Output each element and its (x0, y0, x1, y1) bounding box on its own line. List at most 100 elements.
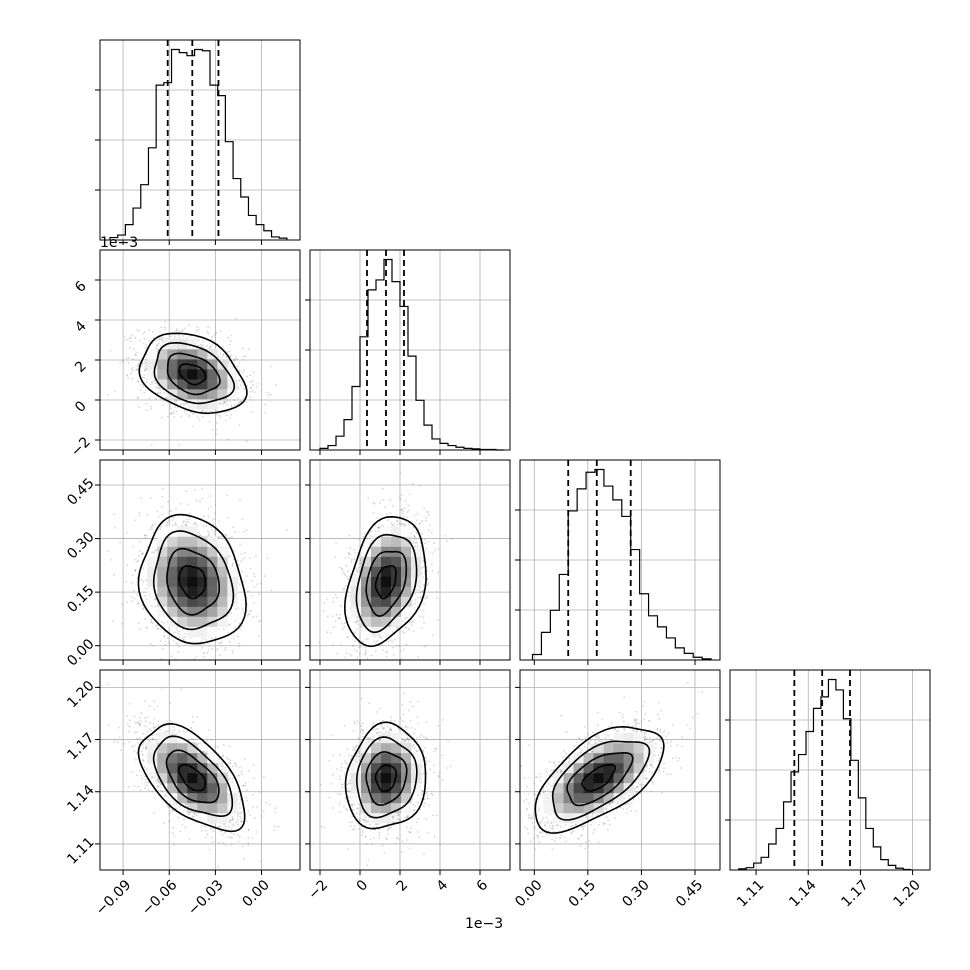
density-block (157, 606, 168, 617)
scatter-point (109, 349, 112, 352)
scatter-point (200, 640, 203, 643)
scatter-point (207, 332, 210, 335)
scatter-point (407, 504, 410, 507)
density-block (217, 596, 228, 607)
scatter-point (134, 569, 137, 572)
scatter-point (137, 602, 140, 605)
scatter-point (181, 328, 184, 331)
scatter-point (131, 574, 134, 577)
scatter-point (253, 586, 256, 588)
scatter-point (249, 396, 251, 399)
density-block (167, 556, 178, 567)
scatter-point (356, 656, 359, 659)
scatter-point (334, 620, 337, 623)
scatter-point (124, 336, 126, 338)
scatter-point (215, 332, 218, 334)
scatter-point (134, 337, 137, 340)
density-block (177, 369, 188, 380)
scatter-point (182, 628, 184, 631)
scatter-point (140, 364, 143, 367)
scatter-point (234, 627, 237, 629)
scatter-point (144, 347, 147, 349)
density-block (157, 359, 168, 370)
scatter-point (425, 519, 427, 522)
scatter-point (180, 403, 183, 405)
scatter-point (163, 630, 166, 633)
scatter-point (416, 512, 419, 515)
scatter-point (183, 520, 185, 523)
scatter-point (230, 413, 233, 416)
scatter-point (155, 347, 158, 349)
scatter-point (130, 372, 133, 375)
scatter-point (400, 509, 403, 511)
scatter-point (132, 545, 135, 548)
scatter-point (406, 516, 409, 519)
scatter-point (176, 399, 179, 401)
scatter-point (344, 656, 347, 659)
scatter-point (185, 413, 188, 415)
scatter-point (381, 644, 384, 646)
scatter-point (256, 383, 259, 385)
scatter-point (165, 525, 168, 528)
scatter-point (138, 514, 141, 517)
density-block (167, 369, 178, 380)
scatter-point (124, 339, 127, 341)
scatter-point (378, 527, 381, 530)
scatter-point (406, 511, 409, 514)
scatter-point (243, 388, 246, 390)
scatter-point (254, 575, 256, 578)
scatter-point (142, 552, 144, 555)
scatter-point (402, 524, 404, 527)
density-block (207, 536, 218, 547)
scatter-point (160, 620, 163, 623)
scatter-point (400, 509, 403, 512)
scatter-point (251, 579, 253, 582)
scatter-point (221, 403, 224, 405)
density-block (217, 556, 228, 567)
scatter-point (208, 421, 211, 423)
scatter-point (166, 522, 169, 525)
scatter-point (127, 361, 130, 364)
density-block (187, 526, 198, 537)
scatter-point (137, 554, 140, 557)
scatter-point (145, 368, 148, 371)
scatter-point (145, 343, 148, 346)
density-block (207, 399, 218, 410)
scatter-point (239, 543, 242, 546)
scatter-point (132, 367, 135, 369)
scatter-point (358, 653, 361, 655)
scatter-point (226, 494, 228, 497)
scatter-point (424, 644, 427, 647)
scatter-point (169, 510, 171, 513)
scatter-point (165, 524, 168, 527)
scatter-point (228, 350, 231, 353)
scatter-point (341, 567, 343, 570)
scatter-point (228, 365, 231, 367)
scatter-point (257, 634, 260, 637)
scatter-point (252, 371, 255, 374)
scatter-point (249, 567, 252, 570)
scatter-point (362, 535, 365, 538)
scatter-point (197, 328, 200, 331)
scatter-point (247, 613, 250, 615)
scatter-point (137, 365, 139, 368)
scatter-point (185, 523, 188, 526)
scatter-point (426, 597, 429, 599)
scatter-point (239, 628, 242, 630)
scatter-point (245, 440, 248, 443)
scatter-point (156, 510, 159, 513)
scatter-point (358, 538, 360, 541)
scatter-point (211, 528, 213, 531)
scatter-point (437, 548, 440, 550)
scatter-point (378, 530, 381, 533)
scatter-point (204, 638, 207, 641)
scatter-point (216, 648, 219, 651)
density-block (167, 536, 178, 547)
scatter-point (164, 640, 167, 643)
scatter-point (405, 643, 408, 646)
scatter-point (332, 597, 335, 599)
scatter-point (381, 649, 384, 651)
scatter-point (182, 637, 184, 639)
scatter-point (139, 389, 142, 392)
scatter-point (229, 417, 231, 420)
